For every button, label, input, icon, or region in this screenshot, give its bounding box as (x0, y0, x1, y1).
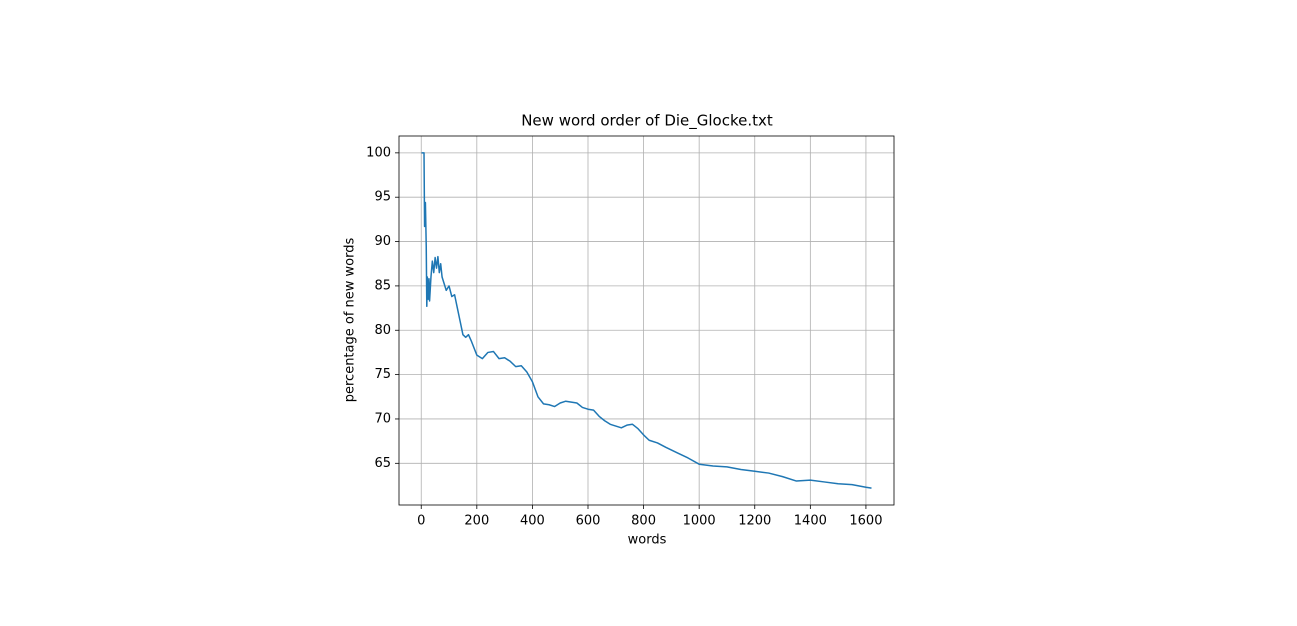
x-tick-label: 1400 (794, 514, 827, 529)
plot-frame (398, 135, 895, 506)
y-tick-label: 100 (366, 145, 391, 160)
chart-title: New word order of Die_Glocke.txt (521, 112, 773, 131)
y-tick-label: 95 (374, 190, 391, 205)
y-tick-label: 75 (374, 367, 391, 382)
y-tick-label: 80 (374, 323, 391, 338)
x-tick-label: 0 (417, 514, 425, 529)
y-tick-label: 85 (374, 278, 391, 293)
y-axis-label: percentage of new words (343, 238, 358, 403)
data-line (421, 152, 872, 489)
x-tick-label: 400 (520, 514, 545, 529)
x-tick-label: 800 (631, 514, 656, 529)
x-tick-label: 1000 (683, 514, 716, 529)
y-tick-label: 90 (374, 234, 391, 249)
x-tick-label: 600 (576, 514, 601, 529)
x-axis-label: words (628, 533, 667, 548)
x-tick-label: 200 (464, 514, 489, 529)
y-tick-label: 65 (374, 456, 391, 471)
y-tick-label: 70 (374, 411, 391, 426)
x-tick-label: 1600 (849, 514, 882, 529)
x-tick-label: 1200 (738, 514, 771, 529)
